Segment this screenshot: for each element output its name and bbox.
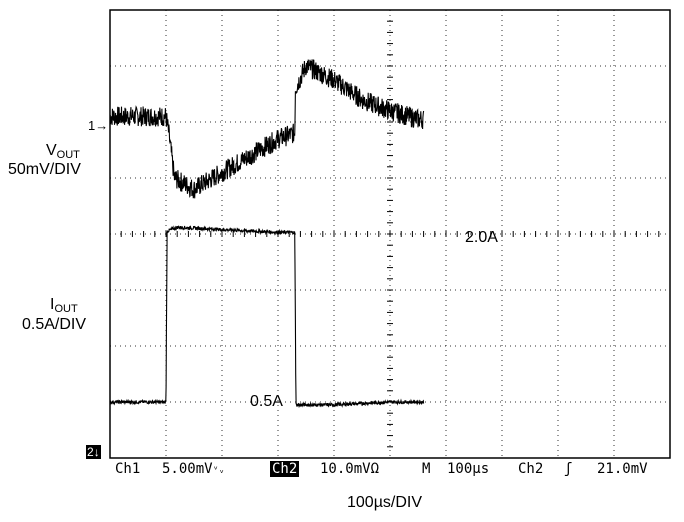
trace-iout: [109, 225, 425, 409]
iout-label: IOUT: [50, 296, 78, 315]
status-trigger-source: Ch2: [518, 461, 544, 477]
x-axis-label: 100µs/DIV: [347, 494, 423, 511]
vout-label: VOUT: [46, 142, 80, 161]
status-ch1: Ch1: [115, 461, 141, 477]
ch2-marker: 2↓: [86, 445, 101, 459]
status-ch1-scale: 5.00mVᵛᵥ: [162, 461, 225, 477]
vout-scale: 50mV/DIV: [8, 161, 81, 178]
status-ch2: Ch2: [270, 461, 300, 477]
annotation-05a: 0.5A: [250, 393, 283, 410]
traces: [109, 59, 425, 409]
status-timebase-mode: M: [422, 461, 431, 477]
status-trigger-slope: ʃ: [564, 461, 573, 477]
ch1-marker: 1→: [88, 118, 109, 133]
status-ch2-scale: 10.0mVΩ: [320, 461, 380, 477]
trace-vout: [109, 59, 425, 199]
status-timebase: 100µs: [447, 461, 490, 477]
status-trigger-level: 21.0mV: [597, 461, 648, 477]
annotation-2a: 2.0A: [465, 229, 498, 246]
iout-scale: 0.5A/DIV: [22, 316, 87, 333]
